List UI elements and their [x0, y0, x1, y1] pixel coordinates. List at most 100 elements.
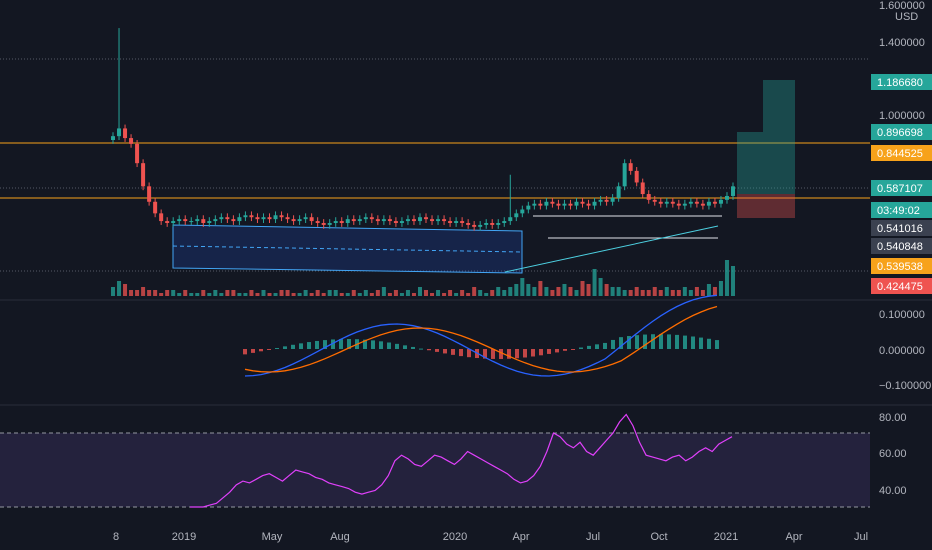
candle-body: [556, 203, 561, 206]
candle-body: [357, 219, 362, 222]
channel-drawing[interactable]: [172, 224, 523, 274]
macd-histogram-bar: [435, 349, 439, 352]
candle-body: [466, 223, 471, 225]
price-tag-bg: [871, 74, 932, 90]
candle-body: [225, 217, 230, 220]
candle-series: [111, 28, 735, 231]
volume-bar: [327, 290, 332, 296]
macd-histogram-bar: [243, 349, 247, 355]
volume-bar: [484, 293, 489, 296]
volume-bar: [357, 293, 362, 296]
price-tag-label: 0.541016: [877, 223, 923, 235]
macd-histogram-bar: [451, 349, 455, 355]
candle-body: [267, 217, 272, 220]
candle-body: [303, 217, 308, 220]
candle-body: [628, 163, 633, 171]
volume-bar: [598, 278, 603, 296]
x-tick-label: 2019: [172, 531, 196, 543]
volume-bar: [237, 293, 242, 296]
rsi-line: [190, 413, 733, 508]
price-tag: 03:49:02: [871, 202, 932, 218]
candle-body: [706, 201, 711, 206]
macd-histogram-bar: [315, 340, 319, 349]
price-tag: 0.587107: [871, 180, 932, 196]
volume-bar: [267, 293, 272, 296]
volume-bar: [610, 287, 615, 296]
volume-bar: [490, 290, 495, 296]
macd-tick-3: −0.100000: [879, 380, 931, 392]
macd-histogram-bar: [571, 349, 575, 350]
candle-body: [159, 213, 164, 222]
volume-bar: [556, 287, 561, 296]
candle-body: [610, 197, 615, 202]
volume-bar: [544, 287, 549, 296]
rsi-tick-3: 40.00: [879, 485, 907, 497]
macd-histogram-bar: [371, 340, 375, 349]
candle-body: [580, 201, 585, 204]
volume-bar: [628, 290, 633, 296]
candle-body: [141, 163, 146, 187]
y-tick-2: 1.400000: [879, 37, 925, 49]
candle-body: [183, 219, 188, 222]
currency-label: USD: [895, 11, 918, 23]
x-tick-label: May: [262, 531, 283, 543]
macd-histogram-bar: [499, 349, 503, 359]
candle-body: [652, 199, 657, 202]
volume-bar: [225, 290, 230, 296]
price-tag: 1.186680: [871, 74, 932, 90]
target-zone[interactable]: [737, 132, 795, 194]
volume-bar: [670, 290, 675, 296]
x-tick-label: Apr: [785, 531, 802, 543]
time-axis[interactable]: 8 2019 May Aug 2020 Apr Jul Oct 2021 Apr Jul: [113, 531, 868, 543]
trendline[interactable]: [504, 225, 719, 273]
target-zone-upper[interactable]: [763, 80, 795, 132]
volume-bar: [502, 290, 507, 296]
macd-histogram-bar: [267, 349, 271, 350]
candle-body: [502, 221, 507, 224]
macd-histogram-bar: [291, 344, 295, 349]
x-tick-label: Aug: [330, 531, 350, 543]
macd-histogram-bar: [363, 339, 367, 349]
volume-bar: [652, 287, 657, 296]
volume-bar: [177, 293, 182, 296]
volume-bar: [141, 287, 146, 296]
price-tag-bg: [871, 202, 932, 218]
price-tag-label: 0.896698: [877, 127, 923, 139]
x-tick-label: 2020: [443, 531, 467, 543]
volume-bar: [472, 287, 477, 296]
macd-histogram-bar: [515, 349, 519, 359]
x-tick-label: 2021: [714, 531, 738, 543]
macd-histogram-bar: [587, 345, 591, 349]
volume-bar: [496, 287, 501, 296]
volume-bar: [658, 290, 663, 296]
macd-histogram-bar: [483, 349, 487, 359]
candle-body: [189, 221, 194, 223]
candle-body: [213, 219, 218, 222]
volume-bar: [520, 278, 525, 296]
candle-body: [658, 201, 663, 204]
candle-body: [333, 221, 338, 224]
macd-histogram-bar: [427, 349, 431, 351]
price-tag-label: 0.587107: [877, 183, 923, 195]
y-tick-1: 1.600000: [879, 0, 925, 12]
volume-bar: [448, 290, 453, 296]
candle-body: [129, 138, 134, 144]
volume-bar: [399, 293, 404, 296]
candle-body: [514, 213, 519, 218]
x-tick-label: Oct: [650, 531, 667, 543]
macd-histogram-bar: [275, 347, 279, 349]
price-tag-label: 0.844525: [877, 148, 923, 160]
macd-histogram-bar: [619, 337, 623, 349]
volume-bar: [315, 290, 320, 296]
macd-histogram-bar: [627, 336, 631, 349]
stop-zone[interactable]: [737, 194, 795, 218]
candle-body: [616, 186, 621, 198]
candle-body: [670, 201, 675, 204]
candle-body: [315, 221, 320, 224]
volume-bar: [273, 293, 278, 296]
macd-histogram-bar: [443, 349, 447, 354]
macd-histogram-bar: [507, 349, 511, 359]
volume-bar: [688, 290, 693, 296]
macd-histogram-bar: [387, 342, 391, 349]
